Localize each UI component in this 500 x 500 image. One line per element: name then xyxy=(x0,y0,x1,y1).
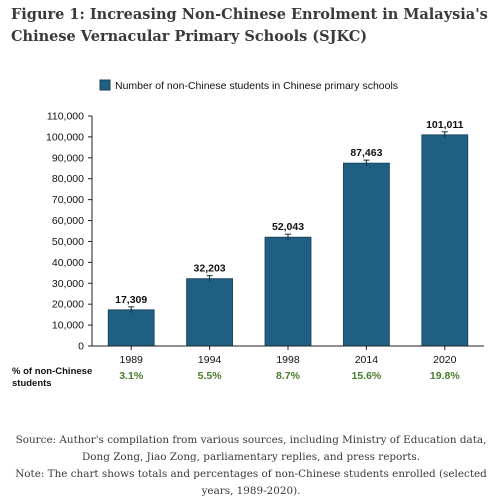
y-tick-label: 110,000 xyxy=(47,111,84,123)
figure-title: Figure 1: Increasing Non-Chinese Enrolme… xyxy=(11,6,488,45)
data-label: 87,463 xyxy=(350,147,382,159)
data-label: 52,043 xyxy=(272,221,304,233)
y-tick-label: 20,000 xyxy=(52,299,84,311)
bar xyxy=(421,134,469,347)
y-tick-label: 10,000 xyxy=(52,320,84,332)
x-tick-label: 1998 xyxy=(276,354,300,366)
bar xyxy=(186,278,234,347)
bars: 17,309 32,203 52,043 87,463 101,011 xyxy=(107,119,469,347)
percent-value: 5.5% xyxy=(198,370,223,382)
y-tick-label: 40,000 xyxy=(52,257,84,269)
data-label: 101,011 xyxy=(426,119,464,131)
y-tick-label: 100,000 xyxy=(46,131,84,143)
legend-label: Number of non-Chinese students in Chines… xyxy=(115,80,398,92)
chart-note: Note: The chart shows totals and percent… xyxy=(15,468,487,498)
y-tick-label: 50,000 xyxy=(52,236,84,248)
y-tick-label: 60,000 xyxy=(52,215,84,227)
y-axis: 0 10,000 20,000 30,000 40,000 50,000 60,000 70,… xyxy=(46,111,93,353)
percent-row: % of non-Chinese students 3.1% 5.5% 8.7% 15… xyxy=(12,366,460,389)
x-tick-label: 2014 xyxy=(355,354,379,366)
percent-row-label: % of non-Chinese xyxy=(12,366,92,377)
y-tick-label: 80,000 xyxy=(52,173,84,185)
y-tick-label: 0 xyxy=(78,341,84,353)
x-tick-label: 1989 xyxy=(120,354,144,366)
percent-value: 15.6% xyxy=(352,370,382,382)
percent-value: 8.7% xyxy=(276,370,301,382)
bar xyxy=(342,162,390,347)
x-tick-label: 2020 xyxy=(433,354,457,366)
x-axis: 1989 1994 1998 2014 2020 xyxy=(92,345,484,366)
y-tick-label: 70,000 xyxy=(52,194,84,206)
y-tick-label: 30,000 xyxy=(52,278,84,290)
percent-value: 19.8% xyxy=(430,370,460,382)
data-label: 32,203 xyxy=(194,263,226,275)
data-label: 17,309 xyxy=(115,294,147,306)
source-note: Source: Author's compilation from variou… xyxy=(15,434,487,464)
bar xyxy=(264,236,312,347)
legend: Number of non-Chinese students in Chines… xyxy=(99,79,398,92)
percent-row-label-line2: students xyxy=(12,378,52,389)
percent-value: 3.1% xyxy=(119,370,144,382)
bar xyxy=(107,309,155,347)
chart-area: Number of non-Chinese students in Chines… xyxy=(0,68,500,418)
legend-swatch xyxy=(99,79,111,91)
bar-chart: Number of non-Chinese students in Chines… xyxy=(12,79,484,389)
x-tick-label: 1994 xyxy=(198,354,222,366)
y-tick-label: 90,000 xyxy=(52,152,84,164)
